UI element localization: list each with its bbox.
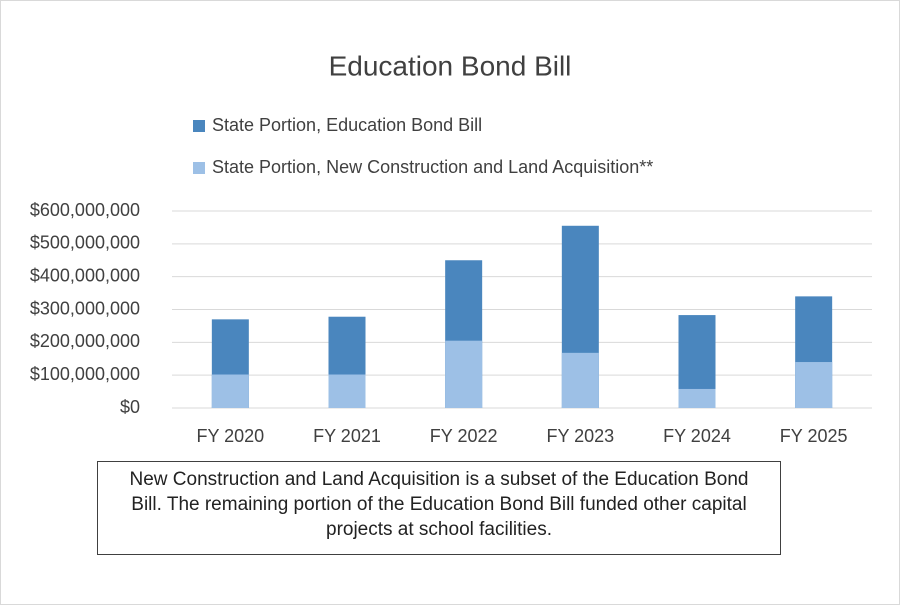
y-tick-label: $100,000,000 xyxy=(30,364,140,384)
y-tick-label: $0 xyxy=(120,397,140,417)
y-tick-label: $600,000,000 xyxy=(30,200,140,220)
y-tick-label: $400,000,000 xyxy=(30,265,140,285)
annotation: New Construction and Land Acquisition is… xyxy=(97,461,781,555)
y-tick-label: $200,000,000 xyxy=(30,331,140,351)
legend-swatch xyxy=(193,162,205,174)
x-tick-label: FY 2021 xyxy=(313,426,381,446)
x-tick-label: FY 2024 xyxy=(663,426,731,446)
bar xyxy=(445,340,483,408)
legend-label: State Portion, New Construction and Land… xyxy=(212,157,653,177)
legend-label: State Portion, Education Bond Bill xyxy=(212,115,482,135)
x-tick-label: FY 2022 xyxy=(430,426,498,446)
x-tick-label: FY 2020 xyxy=(196,426,264,446)
y-tick-label: $300,000,000 xyxy=(30,298,140,318)
bar xyxy=(678,388,716,408)
y-tick-label: $500,000,000 xyxy=(30,233,140,253)
bar xyxy=(795,362,833,408)
chart-title: Education Bond Bill xyxy=(329,50,572,81)
legend-swatch xyxy=(193,120,205,132)
bar xyxy=(328,374,366,408)
x-tick-label: FY 2023 xyxy=(546,426,614,446)
bar xyxy=(561,352,599,408)
bar xyxy=(211,374,249,408)
x-tick-label: FY 2025 xyxy=(780,426,848,446)
